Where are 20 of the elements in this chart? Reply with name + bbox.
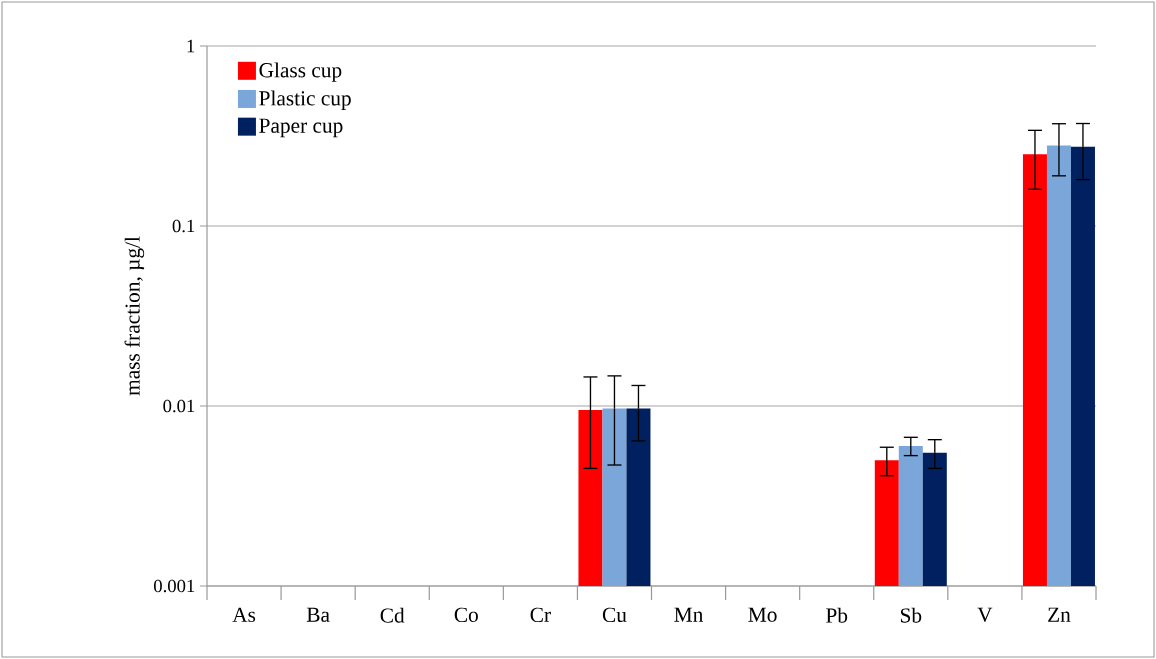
x-tick-label: Pb [826, 607, 848, 623]
x-tick-label: As [232, 607, 256, 622]
legend-label: Plastic cup [259, 90, 351, 110]
x-tick-label: Mo [748, 607, 777, 622]
x-tick-label: Cd [380, 607, 405, 623]
y-tick-label: 0.1 [172, 219, 195, 233]
legend-label: Paper cup [259, 118, 343, 138]
y-tick-label: 1 [187, 39, 195, 53]
x-tick-label: Mn [674, 607, 704, 622]
y-tick-label: 0.001 [154, 579, 195, 593]
x-tick-label: Cr [530, 607, 551, 623]
x-tick-label: Zn [1048, 607, 1071, 622]
x-tick-label: Cu [602, 607, 627, 623]
legend-label: Glass cup [259, 62, 342, 82]
y-axis-title: mass fraction, µg/l [124, 236, 145, 396]
x-tick-label: Sb [900, 607, 922, 623]
x-tick-label: Ba [306, 607, 330, 622]
x-tick-label: Co [454, 607, 478, 623]
y-tick-label: 0.01 [163, 399, 195, 413]
x-tick-label: V [977, 607, 993, 622]
